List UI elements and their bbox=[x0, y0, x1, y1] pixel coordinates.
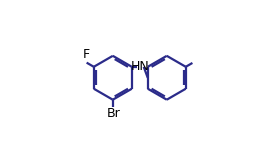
Text: Br: Br bbox=[107, 107, 120, 120]
Text: F: F bbox=[83, 48, 90, 61]
Text: HN: HN bbox=[131, 60, 150, 73]
